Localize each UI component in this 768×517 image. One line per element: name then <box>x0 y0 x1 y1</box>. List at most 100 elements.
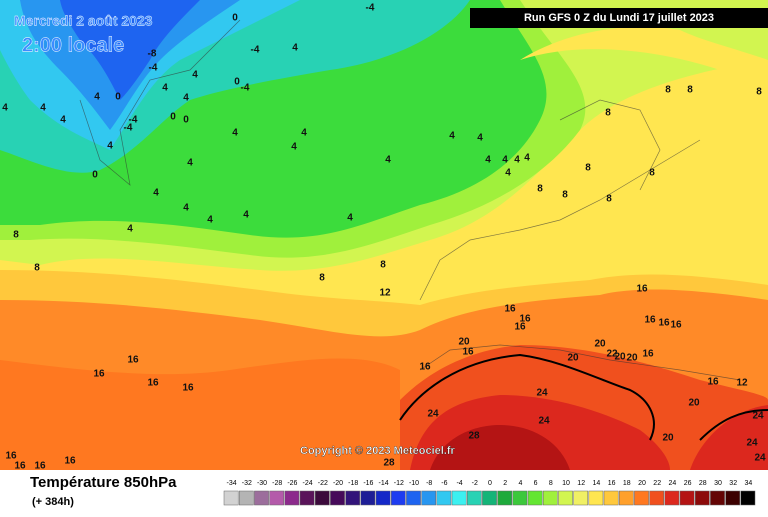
contour-label: 16 <box>519 314 531 325</box>
contour-label: 24 <box>752 411 764 422</box>
contour-label: 24 <box>746 438 758 449</box>
scale-label: 24 <box>669 480 677 487</box>
contour-label: 4 <box>183 93 189 104</box>
contour-label: 28 <box>383 458 395 469</box>
contour-label: 16 <box>707 377 719 388</box>
footer-title: Température 850hPa <box>30 474 177 491</box>
contour-label: 22 <box>606 349 618 360</box>
contour-label: 8 <box>562 190 568 201</box>
scale-swatch <box>740 490 756 506</box>
contour-label: 16 <box>658 318 670 329</box>
contour-label: 20 <box>688 398 700 409</box>
scale-swatch <box>390 490 406 506</box>
contour-label: 0 <box>234 77 240 88</box>
contour-label: 16 <box>147 378 159 389</box>
scale-swatch <box>588 490 604 506</box>
contour-label: 8 <box>34 263 40 274</box>
contour-label: 16 <box>462 347 474 358</box>
contour-label: 16 <box>127 355 139 366</box>
contour-label: 8 <box>606 194 612 205</box>
scale-swatch <box>679 490 695 506</box>
contour-label: 16 <box>644 315 656 326</box>
scale-swatch <box>497 490 513 506</box>
scale-label: 22 <box>653 480 661 487</box>
scale-swatch <box>345 490 361 506</box>
contour-label: -4 <box>241 83 250 94</box>
contour-label: 12 <box>379 288 391 299</box>
scale-swatch <box>710 490 725 506</box>
scale-label: -6 <box>441 480 447 487</box>
scale-label: -8 <box>426 480 432 487</box>
color-scale: -34 -32 -30 -28 -26 -24 -22 -20 -18 -16 -14 -12 -10-… <box>223 480 756 506</box>
contour-label: 0 <box>92 170 98 181</box>
scale-label: -4 <box>456 480 462 487</box>
contour-label: 28 <box>468 431 480 442</box>
contour-label: 20 <box>594 339 606 350</box>
scale-label: 30 <box>714 480 722 487</box>
contour-label: 4 <box>187 158 193 169</box>
contour-label: 8 <box>665 85 671 96</box>
scale-swatch <box>634 490 649 506</box>
contour-label: 16 <box>514 322 526 333</box>
contour-label: 16 <box>64 456 76 467</box>
scale-swatch <box>618 490 634 506</box>
contour-label: 16 <box>93 369 105 380</box>
scale-swatch <box>482 490 497 506</box>
contour-label: 20 <box>458 337 470 348</box>
scale-swatch <box>542 490 558 506</box>
scale-swatch <box>299 490 315 506</box>
scale-label: -12 <box>394 480 404 487</box>
contour-label: 0 <box>232 13 238 24</box>
contour-label: 24 <box>538 416 550 427</box>
contour-label: 0 <box>170 112 176 123</box>
contour-label: 4 <box>94 92 100 103</box>
contour-label: 4 <box>485 155 491 166</box>
scale-swatch <box>649 490 665 506</box>
contour-label: 16 <box>182 383 194 394</box>
contour-label: 8 <box>13 230 19 241</box>
scale-swatch <box>375 490 391 506</box>
scale-swatch <box>223 490 239 506</box>
scale-label: -22 <box>318 480 328 487</box>
contour-label: 4 <box>40 103 46 114</box>
contour-label: 24 <box>536 388 548 399</box>
scale-swatch <box>466 490 482 506</box>
scale-swatch <box>573 490 589 506</box>
scale-swatch <box>360 490 376 506</box>
scale-swatch <box>664 490 680 506</box>
contour-label: 4 <box>301 128 307 139</box>
contour-label: 4 <box>502 155 508 166</box>
contour-label: 20 <box>567 353 579 364</box>
contour-label: -4 <box>366 3 375 14</box>
contour-label: 8 <box>605 108 611 119</box>
scale-label: -18 <box>348 480 358 487</box>
scale-swatch <box>254 490 269 506</box>
scale-swatch <box>269 490 285 506</box>
scale-swatch <box>694 490 710 506</box>
contour-label: 4 <box>505 168 511 179</box>
scale-swatch <box>238 490 254 506</box>
scale-label: 28 <box>699 480 707 487</box>
contour-label: 16 <box>34 461 46 472</box>
contour-label: 4 <box>449 131 455 142</box>
scale-label: 14 <box>593 480 601 487</box>
scale-swatch <box>330 490 345 506</box>
contour-label: 4 <box>291 142 297 153</box>
scale-swatch <box>512 490 528 506</box>
scale-swatch <box>284 490 300 506</box>
contour-label: 4 <box>2 103 8 114</box>
scale-swatch <box>603 490 619 506</box>
scale-label: 6 <box>534 480 538 487</box>
scale-label: 0 <box>488 480 492 487</box>
scale-label: 12 <box>577 480 585 487</box>
contour-label: 20 <box>662 433 674 444</box>
contour-label: 4 <box>207 215 213 226</box>
contour-label: -4 <box>124 123 133 134</box>
scale-label: -20 <box>333 480 343 487</box>
scale-label: -14 <box>379 480 389 487</box>
borders <box>79 19 741 381</box>
scale-swatch <box>314 490 330 506</box>
